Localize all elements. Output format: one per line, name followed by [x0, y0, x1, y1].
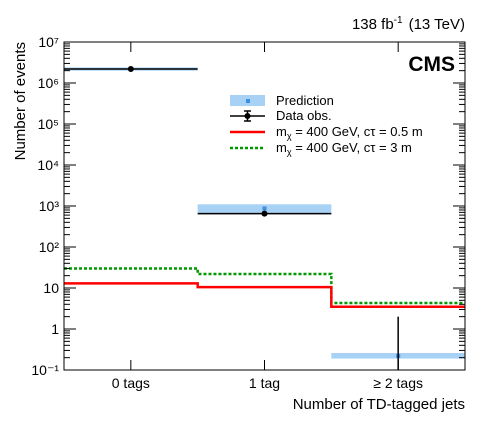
- x-tick-label: ≥ 2 tags: [373, 375, 423, 391]
- legend: Prediction Data obs. mχ = 400 GeV, cτ = …: [230, 93, 423, 157]
- x-axis-title: Number of TD-tagged jets: [293, 396, 465, 413]
- x-axis-ticks: 0 tags 1 tag ≥ 2 tags: [112, 42, 423, 391]
- x-tick-label: 1 tag: [249, 375, 280, 391]
- legend-data-marker: [244, 113, 251, 119]
- legend-data-label: Data obs.: [276, 108, 332, 123]
- signal-0p5m-step: [64, 282, 465, 308]
- prediction-marker-1: [262, 206, 267, 211]
- legend-signal-3m-label: mχ = 400 GeV, cτ = 3 m: [276, 140, 412, 157]
- lumi-label: 138 fb-1 (13 TeV): [352, 15, 465, 33]
- y-tick-label: 10²: [39, 239, 60, 255]
- y-tick-label: 10: [43, 280, 59, 296]
- x-tick-label: 0 tags: [112, 375, 150, 391]
- y-tick-label: 10⁷: [38, 34, 59, 50]
- legend-signal-0p5m-label: mχ = 400 GeV, cτ = 0.5 m: [276, 124, 423, 141]
- signal-steps: [64, 267, 465, 308]
- y-axis-ticks: 10⁻¹ 1 10 10² 10³ 10⁴ 10⁵ 10⁶ 10⁷: [31, 34, 465, 378]
- y-tick-label: 1: [51, 321, 59, 337]
- data-point-1: [261, 210, 268, 217]
- y-tick-label: 10⁵: [38, 116, 59, 132]
- data-point-0: [127, 65, 134, 72]
- signal-3m-step: [64, 267, 465, 305]
- y-tick-label: 10⁴: [37, 157, 59, 173]
- legend-prediction-marker: [246, 99, 250, 103]
- y-axis-title: Number of events: [12, 42, 29, 160]
- data-points: [64, 65, 399, 370]
- y-tick-label: 10⁶: [38, 75, 59, 91]
- y-tick-label: 10³: [39, 198, 60, 214]
- experiment-label: CMS: [408, 53, 455, 76]
- legend-prediction-label: Prediction: [276, 93, 334, 108]
- y-tick-label: 10⁻¹: [31, 362, 59, 378]
